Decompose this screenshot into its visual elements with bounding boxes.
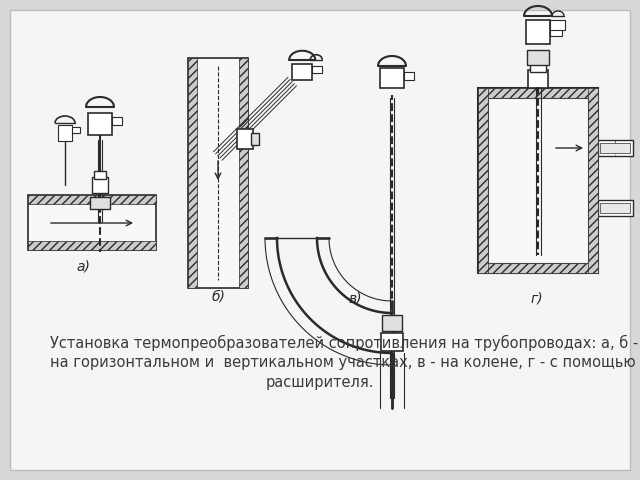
Bar [188, 58, 248, 288]
Bar [550, 26, 562, 36]
Bar [527, 50, 549, 65]
Bar [526, 20, 550, 44]
Bar [237, 129, 253, 149]
Bar [478, 263, 598, 273]
Bar [478, 88, 488, 273]
Bar [188, 58, 197, 288]
Bar [90, 197, 110, 209]
Bar [478, 88, 598, 273]
Bar [92, 177, 108, 193]
Bar [550, 20, 565, 30]
Bar [72, 127, 80, 133]
Bar [28, 195, 156, 204]
Bar [112, 117, 122, 125]
Bar [588, 88, 598, 273]
Bar [530, 62, 546, 72]
Bar [600, 143, 630, 153]
Text: г): г) [531, 291, 543, 305]
Bar [380, 68, 404, 88]
Bar [292, 64, 312, 80]
Bar [381, 333, 403, 351]
Bar [382, 315, 402, 331]
Text: Установка термопреобразователей сопротивления на трубопроводах: а, б -: Установка термопреобразователей сопротив… [50, 335, 638, 351]
Text: в): в) [348, 291, 362, 305]
Bar [58, 125, 72, 141]
Text: на горизонтальном и  вертикальном участках, в - на колене, г - с помощью: на горизонтальном и вертикальном участка… [50, 355, 636, 370]
Bar [239, 58, 248, 288]
Text: а): а) [76, 259, 90, 273]
Bar [528, 70, 548, 88]
Bar [488, 98, 588, 263]
Bar [94, 171, 106, 179]
Bar [598, 140, 633, 156]
Bar [598, 200, 633, 216]
Text: б): б) [212, 289, 226, 303]
Text: расширителя.: расширителя. [266, 375, 374, 390]
Bar [88, 113, 112, 135]
Bar [28, 241, 156, 250]
Bar [404, 72, 414, 80]
Bar [478, 88, 598, 98]
Bar [312, 66, 323, 73]
Bar [600, 203, 630, 213]
Bar [251, 133, 259, 145]
Bar [28, 195, 156, 250]
